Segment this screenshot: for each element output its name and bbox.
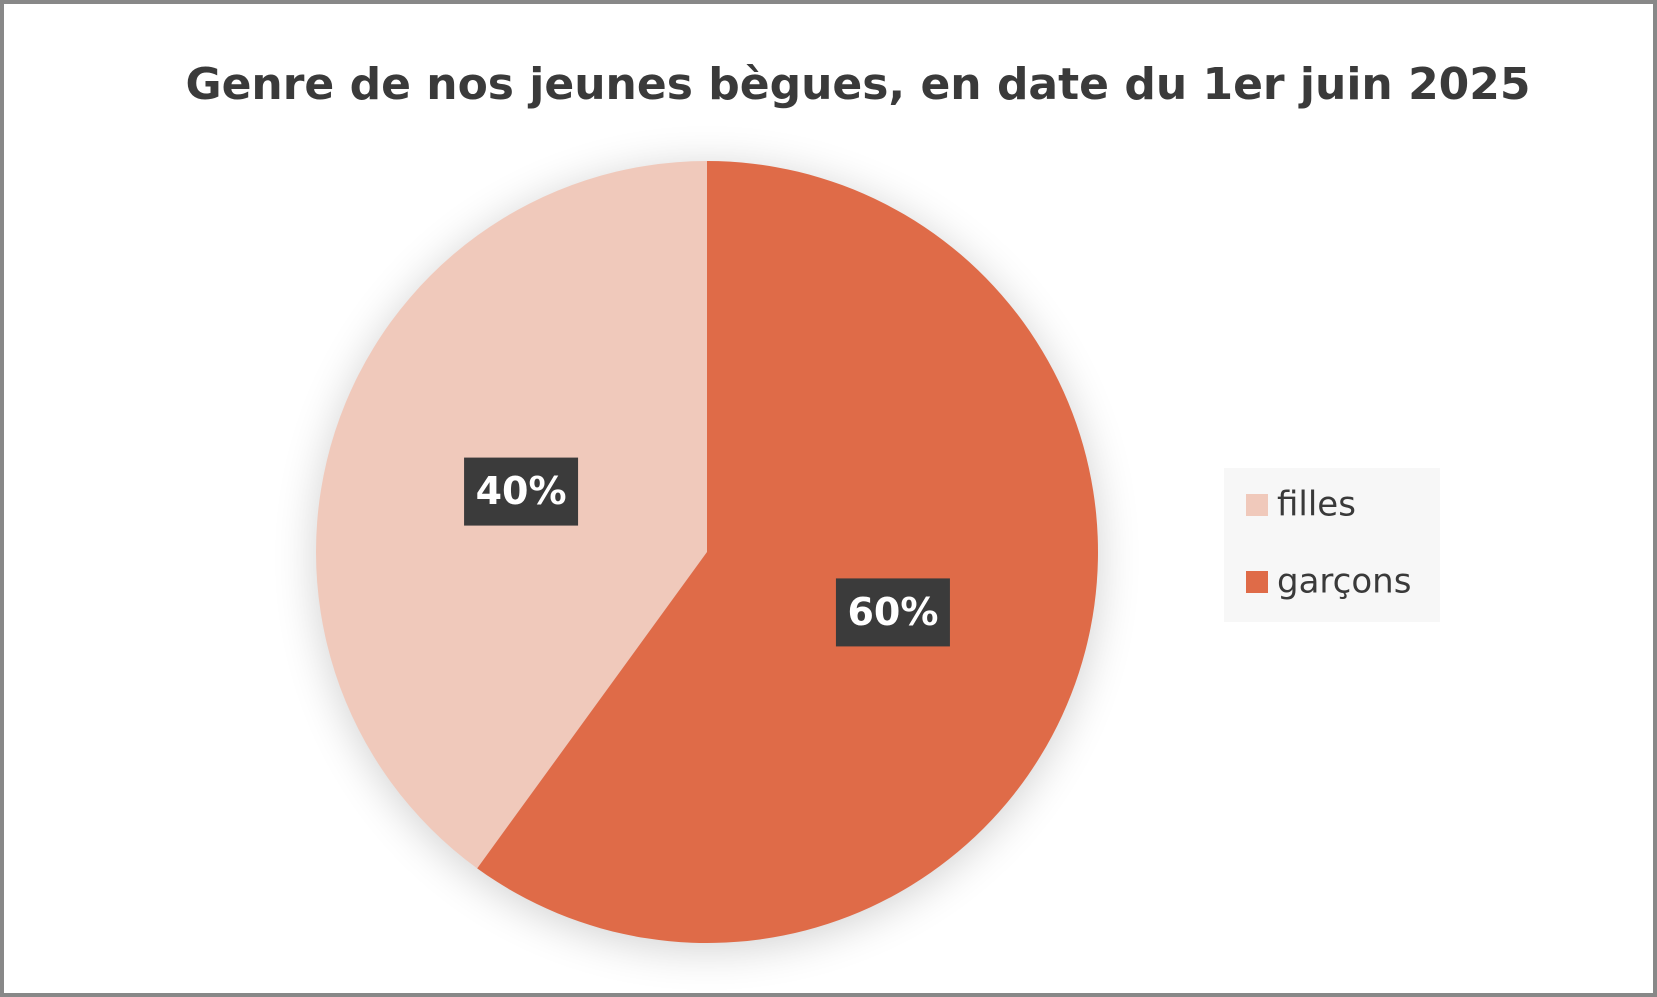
- legend-label: garçons: [1277, 562, 1411, 602]
- pie-slice: [477, 161, 1099, 944]
- data-label-box: [835, 578, 950, 647]
- legend-swatch: [1246, 494, 1268, 516]
- legend-swatch: [1246, 571, 1268, 593]
- data-label-box: [464, 457, 579, 526]
- legend-label: filles: [1277, 485, 1356, 525]
- data-label: 40%: [476, 469, 567, 513]
- chart-title: Genre de nos jeunes bègues, en date du 1…: [185, 59, 1530, 110]
- data-label: 60%: [847, 590, 938, 634]
- legend-box: [1224, 468, 1440, 622]
